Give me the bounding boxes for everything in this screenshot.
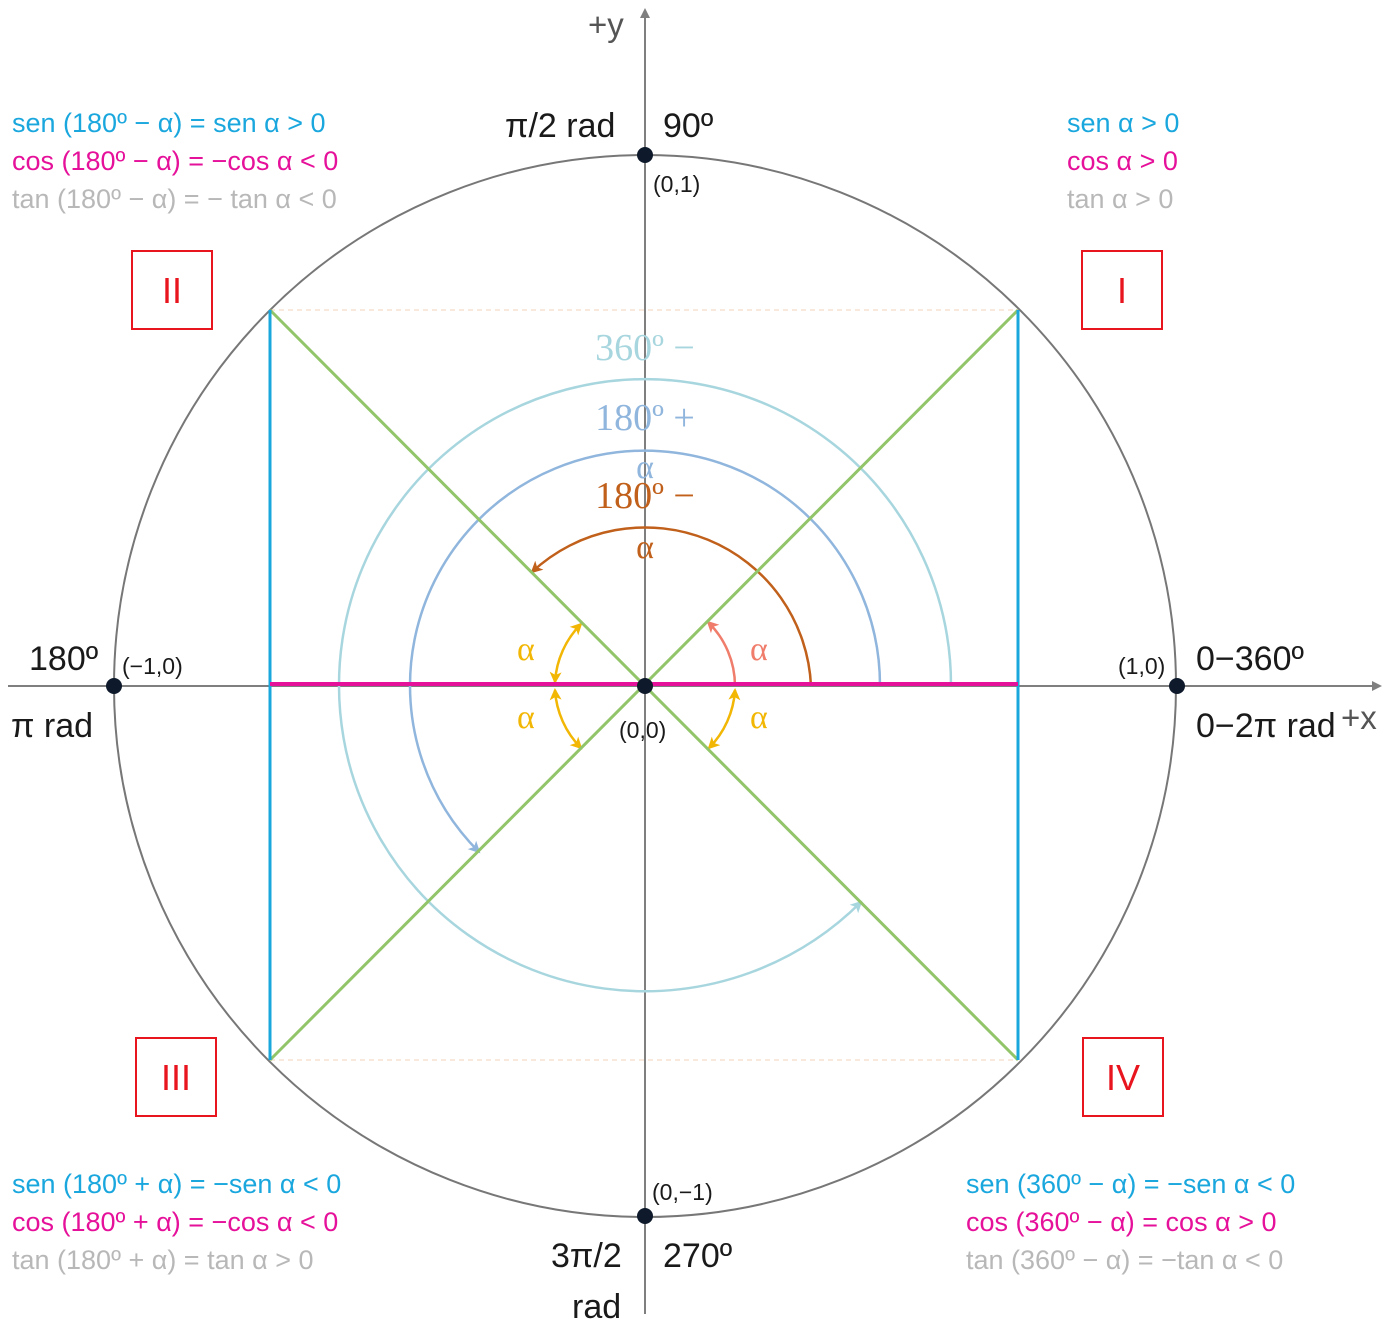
alpha-label-q3: α: [517, 699, 535, 736]
quadrant-label-i: I: [1117, 270, 1127, 311]
angle-bottom-rad-line1: 3π/2: [551, 1237, 622, 1275]
y-axis-label: +y: [588, 6, 624, 43]
arc-alpha-first-quadrant: [706, 620, 737, 687]
formula-q4-tan: tan (360º − α) = −tan α < 0: [966, 1245, 1283, 1275]
point-bottom: [637, 1208, 653, 1224]
arc-label-180-plus-line2: α: [636, 449, 654, 486]
formula-q2-tan: tan (180º − α) = − tan α < 0: [12, 184, 337, 214]
angle-top-rad: π/2 rad: [505, 107, 615, 145]
angle-left-rad: π rad: [11, 707, 93, 745]
quadrant-label-ii: II: [162, 270, 182, 311]
formula-q4-sen: sen (360º − α) = −sen α < 0: [966, 1169, 1295, 1199]
formula-q3-tan: tan (180º + α) = tan α > 0: [12, 1245, 314, 1275]
arc-360-minus-alpha: [337, 378, 953, 993]
formula-q1-cos: cos α > 0: [1067, 146, 1178, 176]
angle-left-deg: 180º: [29, 640, 98, 678]
angle-bottom-deg: 270º: [663, 1237, 732, 1275]
coord-origin: (0,0): [619, 717, 666, 743]
quadrant-box-i: [1081, 250, 1163, 330]
x-axis-label: +x: [1341, 699, 1377, 736]
arc-alpha-third-quadrant: [549, 688, 583, 750]
coord-bottom: (0,−1): [652, 1179, 713, 1205]
point-top: [637, 147, 653, 163]
arc-alpha-second-quadrant: [549, 622, 583, 684]
alpha-label-q1: α: [750, 631, 768, 668]
coord-right: (1,0): [1118, 653, 1165, 679]
quadrant-box-ii: [131, 250, 213, 330]
alpha-label-q2: α: [517, 631, 535, 668]
point-right: [1169, 678, 1185, 694]
formula-q2-cos: cos (180º − α) = −cos α < 0: [12, 146, 338, 176]
formula-q1-sen: sen α > 0: [1067, 108, 1179, 138]
coord-left: (−1,0): [122, 653, 183, 679]
arc-label-180-plus-line1: 180º +: [595, 397, 695, 439]
formula-q2-sen: sen (180º − α) = sen α > 0: [12, 108, 326, 138]
point-origin: [637, 678, 653, 694]
arc-label-360-minus: 360º −: [595, 327, 695, 369]
formula-q3-sen: sen (180º + α) = −sen α < 0: [12, 1169, 341, 1199]
quadrant-label-iii: III: [161, 1057, 191, 1098]
coord-top: (0,1): [653, 171, 700, 197]
arc-label-180-minus-line2: α: [636, 529, 654, 566]
angle-right-rad: 0−2π rad: [1196, 707, 1336, 745]
angle-top-deg: 90º: [663, 107, 713, 145]
formula-q4-cos: cos (360º − α) = cos α > 0: [966, 1207, 1276, 1237]
angle-bottom-rad-line2: rad: [572, 1288, 621, 1326]
quadrant-box-iv: [1082, 1037, 1164, 1117]
quadrant-label-iv: IV: [1106, 1057, 1140, 1098]
formula-q3-cos: cos (180º + α) = −cos α < 0: [12, 1207, 338, 1237]
formula-q1-tan: tan α > 0: [1067, 184, 1173, 214]
angle-right-deg: 0−360º: [1196, 640, 1304, 678]
arc-180-plus-alpha: [408, 449, 882, 854]
alpha-label-q4: α: [750, 699, 768, 736]
quadrant-box-iii: [135, 1037, 217, 1117]
arc-180-minus-alpha: [530, 526, 813, 687]
point-left: [106, 678, 122, 694]
arc-label-180-minus-line1: 180º −: [595, 475, 695, 517]
arc-alpha-fourth-quadrant: [707, 688, 741, 750]
